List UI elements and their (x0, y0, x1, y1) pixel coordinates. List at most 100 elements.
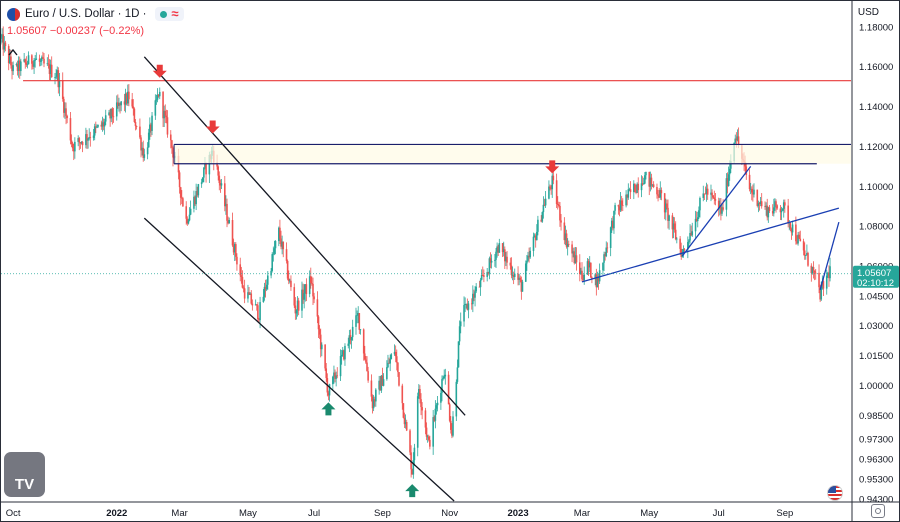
candle (649, 171, 652, 192)
candle-body (625, 194, 627, 206)
candle-body (343, 350, 345, 360)
candle-body (488, 258, 491, 274)
candle-body (270, 270, 272, 276)
down-arrow-feb-2022 (152, 64, 167, 78)
candle (397, 362, 399, 377)
axis-currency-label[interactable]: USD (857, 7, 879, 18)
candle-body (418, 388, 420, 397)
candle-body (388, 362, 390, 364)
candle-body (807, 253, 809, 266)
candle (351, 319, 354, 341)
candle-body (262, 296, 265, 303)
candle (502, 241, 505, 257)
candle (627, 183, 630, 200)
candle (603, 251, 605, 271)
candle (696, 211, 699, 228)
candle-body (443, 376, 445, 379)
candle (478, 280, 481, 288)
candle (308, 270, 311, 298)
candle (378, 375, 380, 395)
candle (344, 343, 346, 366)
candle (125, 92, 128, 106)
candle (752, 184, 754, 202)
gear-icon[interactable] (871, 504, 885, 518)
candle-body (735, 138, 738, 141)
candle (807, 251, 809, 267)
candle (656, 183, 658, 199)
candle-body (274, 241, 277, 249)
candle-body (411, 469, 414, 475)
candle-body (381, 375, 384, 386)
candle-body (645, 171, 647, 176)
candle-body (89, 137, 92, 138)
candle-body (583, 274, 586, 281)
symbol-title[interactable]: Euro / U.S. Dollar · 1D · (25, 8, 147, 20)
candle (1, 28, 3, 43)
candle-body (671, 215, 674, 230)
y-tick-label: 1.12000 (859, 142, 893, 153)
candle (355, 307, 357, 335)
candle-body (696, 217, 699, 222)
candle-body (734, 138, 737, 143)
candle (609, 226, 612, 257)
candle-body (456, 367, 459, 382)
us-flag-icon[interactable] (827, 485, 843, 501)
candle-body (103, 121, 106, 127)
candle (248, 286, 250, 296)
candle-body (582, 279, 584, 281)
candle-body (266, 275, 269, 285)
candle (703, 193, 706, 201)
candle-body (227, 220, 229, 224)
tradingview-logo[interactable]: TV (4, 452, 45, 497)
candle (458, 320, 461, 346)
candle-body (421, 407, 423, 411)
candle (341, 346, 344, 357)
candle-body (768, 207, 771, 212)
candle-body (566, 243, 569, 247)
candle-body (666, 203, 668, 208)
candle (768, 205, 771, 214)
down-arrow-mar-2022 (205, 120, 220, 134)
x-tick-label: 2023 (507, 508, 528, 519)
candle (650, 173, 653, 190)
candle-body (296, 300, 299, 311)
candle (602, 262, 604, 276)
candle-body (166, 117, 169, 135)
candle (541, 211, 544, 223)
candle-body (12, 65, 14, 72)
candle-body (9, 56, 11, 64)
candle-body (39, 60, 42, 62)
candle (567, 240, 570, 248)
candle-body (172, 147, 174, 158)
candle-body (15, 64, 18, 66)
candle-body (564, 233, 567, 241)
candle (766, 198, 769, 221)
candle (668, 214, 670, 230)
y-tick-label: 0.94300 (859, 495, 893, 506)
candle (610, 217, 613, 233)
candle-body (303, 292, 305, 300)
candle (304, 284, 307, 302)
status-pills[interactable]: ≈ (155, 7, 184, 21)
candle-body (501, 243, 504, 253)
candle (698, 206, 700, 220)
candle-body (750, 188, 753, 193)
candle (311, 276, 313, 286)
candle (736, 129, 739, 142)
candle (70, 134, 73, 148)
collapse-legend-button[interactable] (7, 47, 23, 59)
candle-body (683, 248, 686, 250)
candle (544, 191, 547, 208)
candle (596, 271, 599, 288)
candle (186, 216, 189, 226)
candle (757, 200, 760, 213)
candle-body (403, 417, 406, 425)
candle (309, 267, 312, 289)
candle (257, 302, 259, 323)
candle-body (46, 63, 49, 65)
candle (189, 200, 192, 216)
candle (34, 55, 36, 68)
candle (487, 271, 490, 276)
candle-body (513, 273, 516, 278)
